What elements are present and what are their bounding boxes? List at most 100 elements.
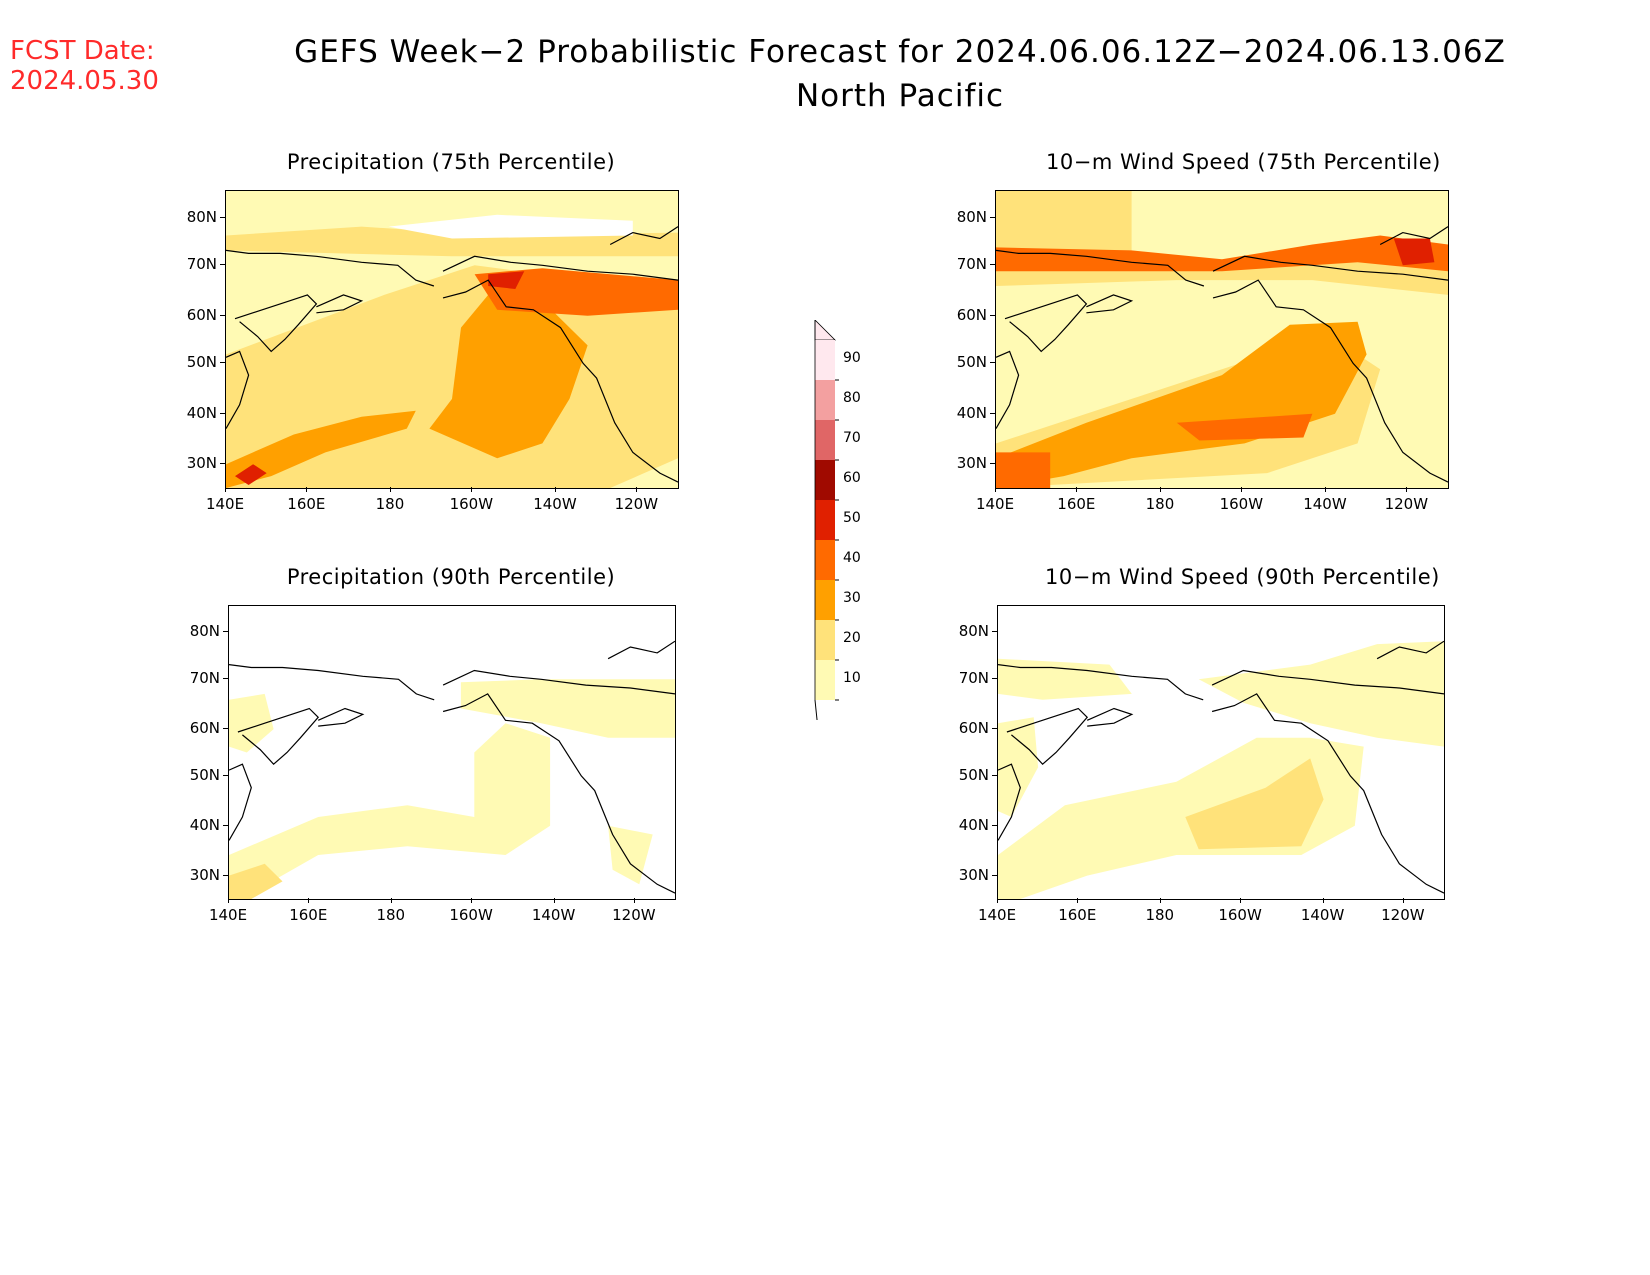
lat-tick-label: 50N bbox=[189, 765, 220, 784]
lon-tick-label: 180 bbox=[1145, 495, 1175, 513]
shade-10 bbox=[998, 658, 1132, 700]
shade-10 bbox=[229, 723, 551, 899]
coastline bbox=[1211, 693, 1444, 894]
lon-tick bbox=[997, 898, 998, 903]
lat-tick-label: 70N bbox=[186, 255, 217, 274]
lat-tick-label: 80N bbox=[956, 207, 987, 226]
coastline bbox=[609, 226, 678, 246]
lon-tick bbox=[1077, 898, 1079, 903]
lat-tick bbox=[990, 264, 995, 266]
shade-20 bbox=[996, 191, 1132, 257]
lon-tick bbox=[306, 487, 308, 492]
lon-tick-label: 160W bbox=[1219, 495, 1264, 513]
shade-10 bbox=[229, 693, 274, 753]
lat-tick bbox=[223, 774, 228, 776]
lat-tick-label: 40N bbox=[186, 403, 217, 422]
lat-tick-label: 80N bbox=[189, 622, 220, 641]
coastline bbox=[229, 664, 435, 701]
lat-tick-label: 70N bbox=[956, 255, 987, 274]
lon-tick bbox=[1159, 898, 1161, 903]
lon-tick bbox=[225, 487, 226, 492]
coastline bbox=[442, 279, 678, 483]
forecast-date-label: FCST Date: bbox=[10, 36, 155, 66]
lat-tick bbox=[992, 824, 997, 826]
lat-tick bbox=[220, 362, 225, 364]
lon-tick bbox=[390, 898, 392, 903]
lon-tick-label: 140E bbox=[208, 906, 248, 924]
lon-tick-label: 140W bbox=[1303, 495, 1347, 513]
shade-blank bbox=[388, 214, 633, 239]
shade-50 bbox=[1393, 238, 1435, 266]
shade-10 bbox=[998, 737, 1364, 899]
lon-tick-label: 140E bbox=[975, 495, 1015, 513]
shade-10 bbox=[608, 825, 653, 885]
forecast-date-block: FCST Date: 2024.05.30 bbox=[10, 36, 159, 96]
lon-tick bbox=[1240, 898, 1242, 903]
map-wind-90 bbox=[997, 605, 1445, 900]
shade-50 bbox=[488, 271, 525, 289]
lat-tick bbox=[220, 463, 225, 465]
legend-label: 10 bbox=[843, 670, 861, 686]
lon-tick-label: 140W bbox=[531, 906, 576, 924]
coastline bbox=[996, 249, 1205, 287]
lat-tick bbox=[220, 412, 225, 414]
lon-tick bbox=[1322, 898, 1324, 903]
lon-tick bbox=[471, 487, 473, 492]
lon-tick-label: 180 bbox=[376, 906, 406, 924]
coastline bbox=[442, 255, 678, 281]
lon-tick bbox=[1406, 487, 1408, 492]
legend-swatch bbox=[815, 500, 835, 540]
shade-40 bbox=[996, 452, 1051, 488]
coastline bbox=[234, 294, 318, 353]
coastline bbox=[1379, 226, 1448, 246]
lon-tick bbox=[308, 898, 310, 903]
lon-tick bbox=[471, 898, 473, 903]
map-precip-75 bbox=[225, 190, 679, 489]
lat-tick bbox=[992, 631, 997, 633]
lon-tick bbox=[1241, 487, 1243, 492]
lat-tick bbox=[223, 678, 228, 680]
coastline bbox=[237, 707, 320, 766]
lon-tick-label: 140W bbox=[533, 495, 577, 513]
coastline bbox=[1006, 707, 1089, 766]
lon-tick bbox=[1076, 487, 1078, 492]
shade-30 bbox=[429, 294, 588, 459]
lat-tick-label: 40N bbox=[958, 815, 989, 834]
legend-label: 40 bbox=[843, 550, 861, 566]
legend-label: 70 bbox=[843, 430, 861, 446]
legend-label: 80 bbox=[843, 390, 861, 406]
lat-tick-label: 30N bbox=[956, 454, 987, 473]
lat-tick-label: 40N bbox=[189, 815, 220, 834]
coastline bbox=[996, 350, 1020, 429]
coastline bbox=[229, 763, 252, 841]
lat-tick bbox=[992, 874, 997, 876]
lat-tick-label: 60N bbox=[189, 719, 220, 738]
lat-tick-label: 30N bbox=[186, 454, 217, 473]
lat-tick-label: 70N bbox=[189, 669, 220, 688]
lat-tick-label: 30N bbox=[958, 865, 989, 884]
lat-tick-label: 70N bbox=[958, 669, 989, 688]
lat-tick bbox=[992, 728, 997, 730]
shade-10 bbox=[998, 717, 1039, 817]
legend-swatch bbox=[815, 380, 835, 420]
shade-20 bbox=[1185, 758, 1324, 850]
coastline bbox=[1211, 669, 1444, 695]
lat-tick bbox=[220, 216, 225, 218]
shade-30 bbox=[996, 321, 1367, 488]
lon-tick-label: 140E bbox=[977, 906, 1017, 924]
lat-tick bbox=[990, 314, 995, 316]
panel-title: 10−m Wind Speed (90th Percentile) bbox=[1045, 565, 1440, 589]
legend-label: 90 bbox=[843, 350, 861, 366]
lon-tick-label: 160W bbox=[449, 495, 494, 513]
lon-tick-label: 160W bbox=[449, 906, 493, 924]
lat-tick-label: 50N bbox=[956, 353, 987, 372]
lon-tick bbox=[389, 487, 391, 492]
lat-tick bbox=[990, 362, 995, 364]
shade-50 bbox=[235, 464, 267, 485]
legend-swatch bbox=[815, 660, 835, 700]
lon-tick-label: 160E bbox=[1057, 495, 1096, 513]
shade-40 bbox=[474, 268, 678, 316]
coastline bbox=[998, 763, 1021, 841]
legend-swatch bbox=[815, 460, 835, 500]
lat-tick-label: 80N bbox=[186, 207, 217, 226]
